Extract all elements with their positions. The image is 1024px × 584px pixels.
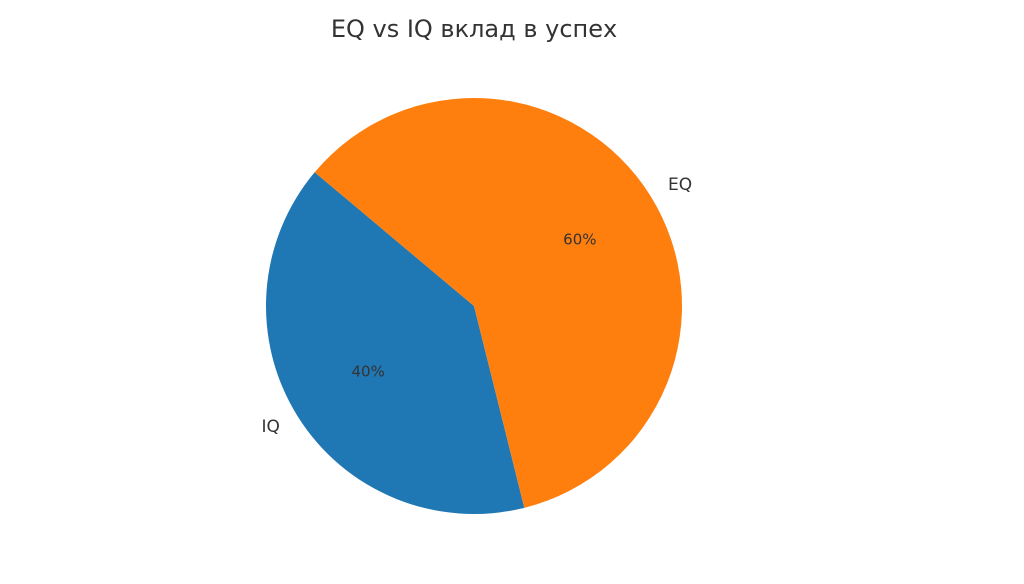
slice-label-iq: IQ	[262, 417, 280, 437]
percent-label-eq: 60%	[563, 230, 596, 248]
pie-slice-eq	[314, 97, 682, 508]
slice-label-eq: EQ	[668, 175, 692, 195]
chart-title: EQ vs IQ вклад в успех	[331, 15, 617, 43]
pie-slices	[266, 97, 682, 514]
pie-slice-iq	[266, 172, 525, 514]
percent-label-iq: 40%	[351, 363, 384, 381]
pie-labels: IQ 40% EQ 60%	[262, 175, 693, 437]
